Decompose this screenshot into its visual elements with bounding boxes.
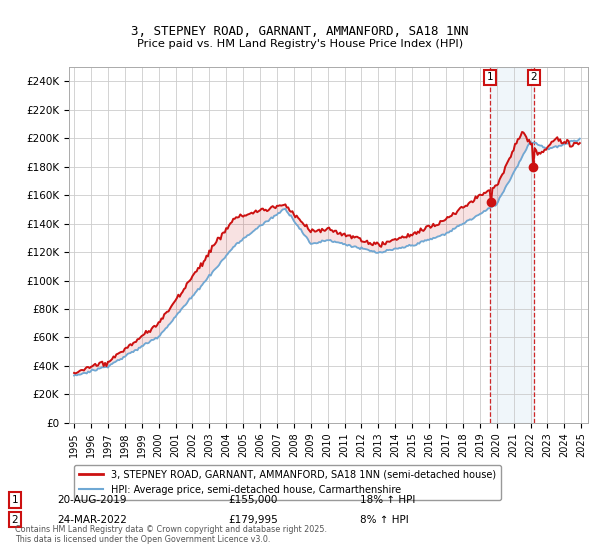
Text: 8% ↑ HPI: 8% ↑ HPI	[360, 515, 409, 525]
Text: 1: 1	[11, 495, 19, 505]
Legend: 3, STEPNEY ROAD, GARNANT, AMMANFORD, SA18 1NN (semi-detached house), HPI: Averag: 3, STEPNEY ROAD, GARNANT, AMMANFORD, SA1…	[74, 465, 501, 500]
Text: Contains HM Land Registry data © Crown copyright and database right 2025.
This d: Contains HM Land Registry data © Crown c…	[15, 525, 327, 544]
Text: 24-MAR-2022: 24-MAR-2022	[57, 515, 127, 525]
Text: Price paid vs. HM Land Registry's House Price Index (HPI): Price paid vs. HM Land Registry's House …	[137, 39, 463, 49]
Text: 20-AUG-2019: 20-AUG-2019	[57, 495, 127, 505]
Text: 3, STEPNEY ROAD, GARNANT, AMMANFORD, SA18 1NN: 3, STEPNEY ROAD, GARNANT, AMMANFORD, SA1…	[131, 25, 469, 38]
Bar	[490, 67, 534, 423]
Text: 18% ↑ HPI: 18% ↑ HPI	[360, 495, 415, 505]
Text: £155,000: £155,000	[228, 495, 277, 505]
Text: 1: 1	[487, 72, 494, 82]
Text: £179,995: £179,995	[228, 515, 278, 525]
Text: 2: 2	[11, 515, 19, 525]
Text: 2: 2	[531, 72, 538, 82]
